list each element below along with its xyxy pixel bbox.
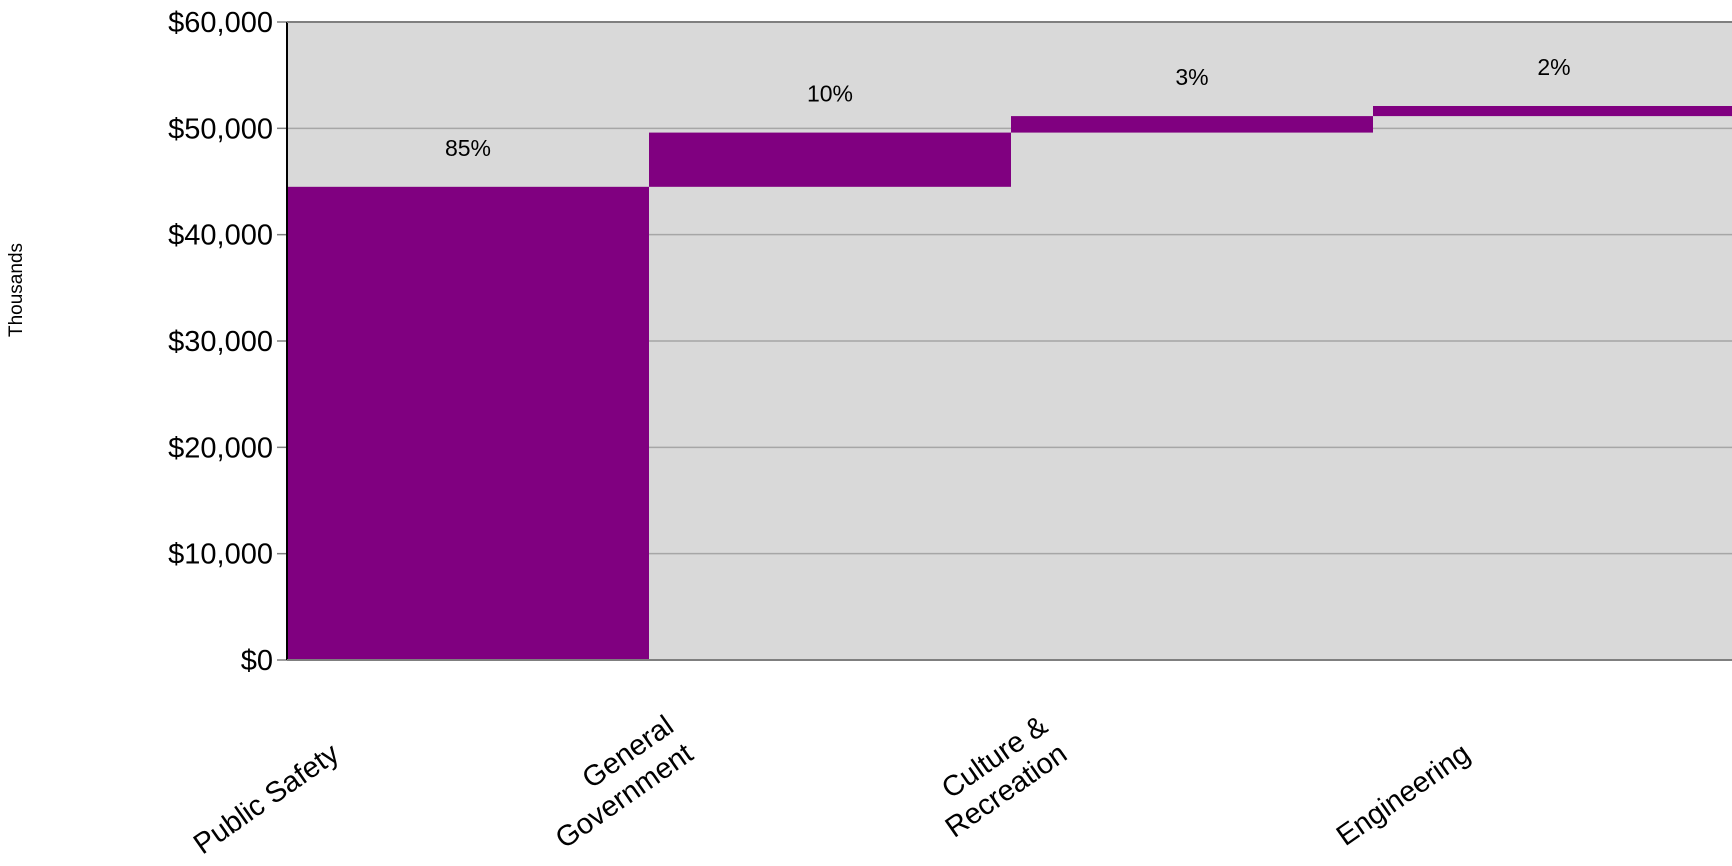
data-label: 10% bbox=[807, 81, 853, 107]
y-tick-labels: $0 $10,000 $20,000 $30,000 $40,000 $50,000 $60… bbox=[168, 7, 273, 677]
y-tick-label: $0 bbox=[241, 645, 273, 677]
data-labels: 85% 10% 3% 2% bbox=[445, 54, 1571, 161]
bar bbox=[649, 132, 1011, 187]
y-tick-label: $20,000 bbox=[168, 432, 273, 464]
data-label: 85% bbox=[445, 135, 491, 161]
y-tick-label: $40,000 bbox=[168, 220, 273, 252]
y-tick-label: $50,000 bbox=[168, 113, 273, 145]
y-tick-label: $10,000 bbox=[168, 539, 273, 571]
y-tick-label: $30,000 bbox=[168, 326, 273, 358]
axes bbox=[286, 21, 1732, 661]
category-label-line: Public Safety bbox=[188, 737, 345, 861]
bar bbox=[287, 186, 649, 661]
y-axis-title: Thousands bbox=[6, 243, 27, 337]
category-label-line: Engineering bbox=[1331, 738, 1476, 853]
data-label: 3% bbox=[1175, 64, 1208, 90]
category-label: Public Safety bbox=[188, 737, 345, 861]
y-tick-label: $60,000 bbox=[168, 7, 273, 39]
bar bbox=[1011, 116, 1373, 133]
bar bbox=[1373, 106, 1732, 117]
bars bbox=[287, 106, 1732, 661]
data-label: 2% bbox=[1537, 54, 1570, 80]
category-label: Culture &Recreation bbox=[936, 710, 1073, 845]
category-label: Engineering bbox=[1331, 738, 1476, 853]
